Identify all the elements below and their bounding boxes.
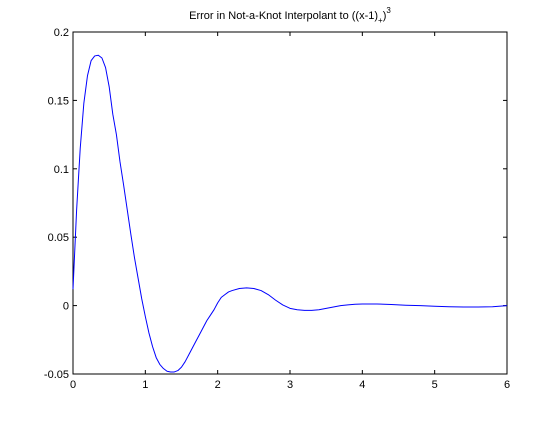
y-tick-label: -0.05 [44,369,69,381]
x-tick-label: 5 [432,379,438,391]
chart-title: Error in Not-a-Knot Interpolant to ((x-1… [189,6,391,25]
x-tick-label: 0 [70,379,76,391]
x-tick-label: 2 [215,379,221,391]
y-tick-label: 0.05 [48,232,69,244]
chart-title-text: Error in Not-a-Knot Interpolant to ((x-1… [189,6,391,25]
plot-area [72,31,508,375]
chart-title-superscript: 3 [386,6,391,15]
y-tick-label: 0.1 [54,164,69,176]
y-tick-label: 0.15 [48,95,69,107]
x-tick-label: 6 [504,379,510,391]
series-group [72,54,508,373]
y-tick-label: 0.2 [54,27,69,39]
chart-title-close: ) [383,10,387,22]
series-line [72,54,508,373]
x-tick-label: 3 [287,379,293,391]
chart-title-subscript: + [378,16,383,25]
x-tick-label: 1 [142,379,148,391]
x-tick-label: 4 [359,379,365,391]
chart-title-main: Error in Not-a-Knot Interpolant to ((x-1… [189,10,378,22]
y-axis: -0.05 0 0.05 0.1 0.15 0.2 [44,27,507,381]
x-axis: 0 1 2 3 4 5 6 [70,32,510,391]
y-tick-label: 0 [63,301,69,313]
